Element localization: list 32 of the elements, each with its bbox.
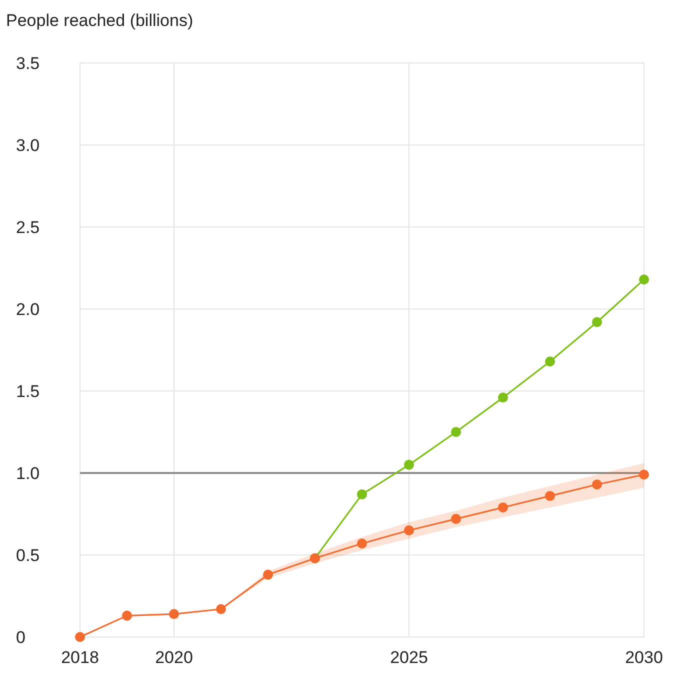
y-tick-label: 1.0 [16, 464, 40, 483]
y-tick-label: 3.5 [16, 54, 40, 73]
point [169, 609, 179, 620]
point [75, 632, 85, 642]
point [404, 460, 414, 470]
point [216, 604, 226, 614]
point [451, 514, 461, 524]
y-axis-title: People reached (billions) [6, 11, 194, 30]
y-tick-label: 1.5 [16, 382, 40, 401]
x-tick-label: 2020 [155, 648, 193, 667]
x-tick-label: 2030 [625, 648, 663, 667]
point [498, 392, 508, 403]
point [592, 479, 602, 490]
point [263, 570, 273, 580]
point [357, 489, 367, 500]
point [592, 317, 602, 328]
y-tick-label: 0 [16, 628, 26, 647]
point [545, 490, 555, 501]
point [451, 427, 461, 437]
point [639, 470, 649, 480]
point [639, 274, 649, 284]
point [498, 502, 508, 512]
y-tick-label: 2.5 [16, 218, 40, 237]
point [545, 356, 555, 366]
y-tick-label: 2.0 [16, 300, 40, 319]
point [404, 525, 414, 536]
point [122, 610, 132, 621]
x-tick-label: 2018 [61, 648, 99, 667]
y-tick-label: 3.0 [16, 136, 40, 155]
point [357, 538, 367, 549]
y-tick-label: 0.5 [16, 546, 40, 565]
x-tick-label: 2025 [390, 648, 428, 667]
